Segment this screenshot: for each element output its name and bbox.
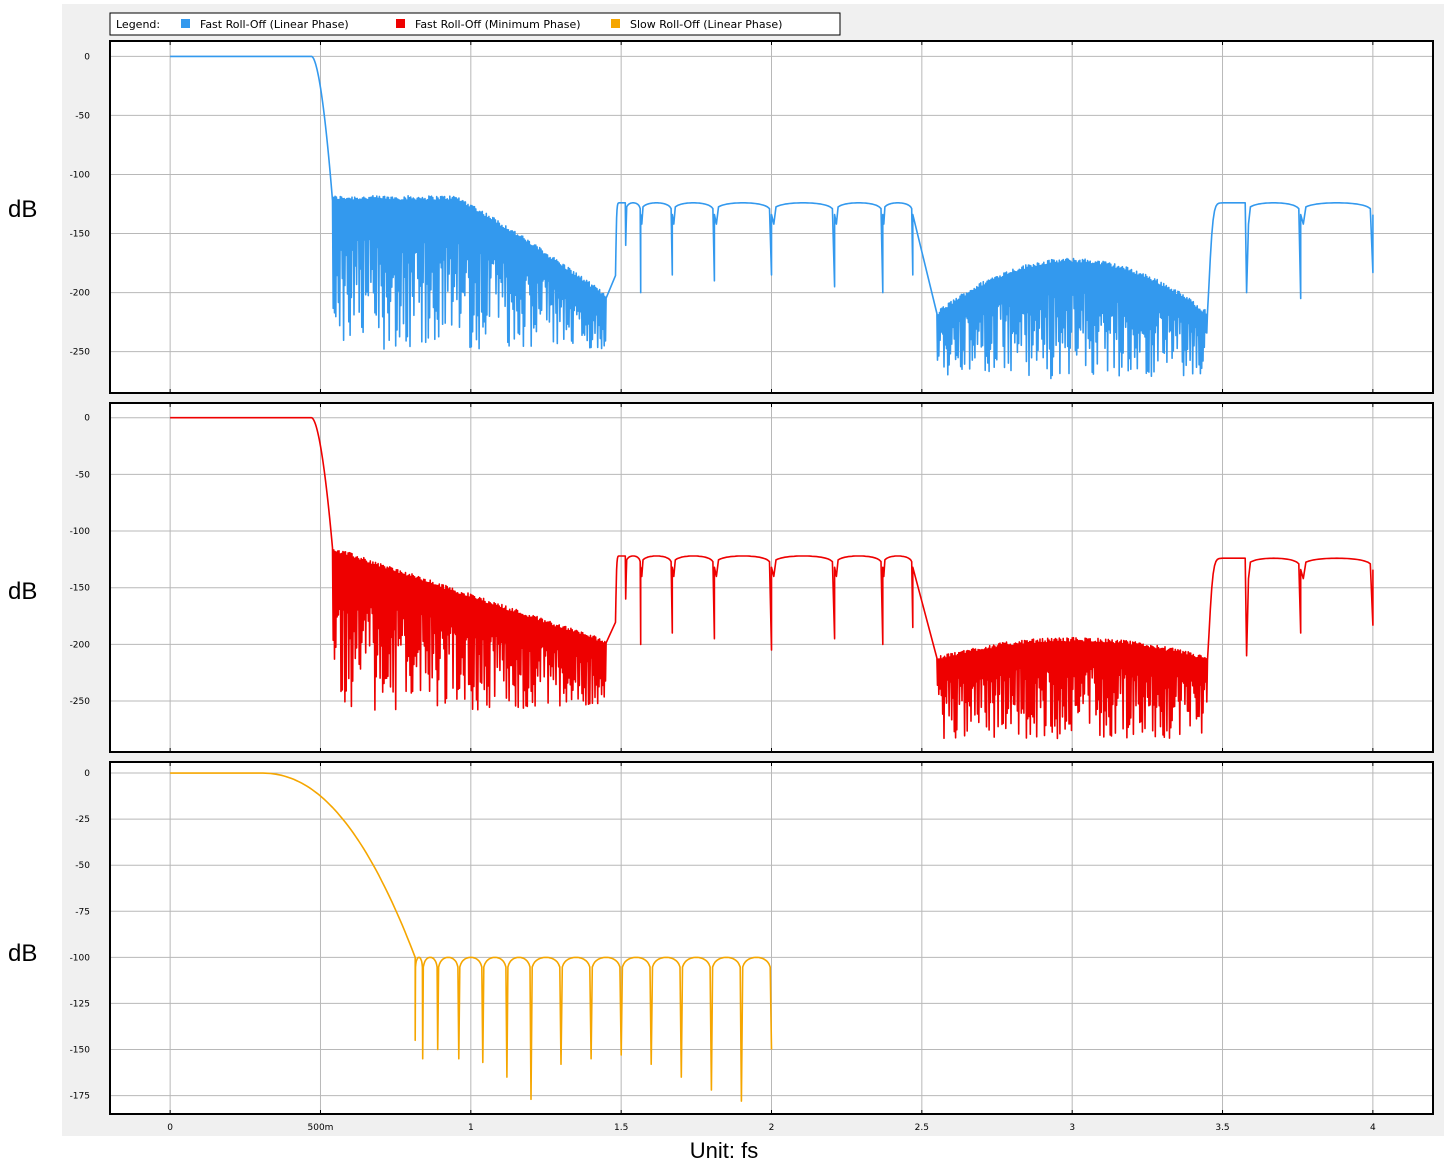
y-tick-label: -50 [75,861,90,871]
y-tick-label: -150 [70,230,91,240]
chart-panel-2: 0 -50 -100 -150 -200 -250 [70,402,1434,753]
y-tick-label: -100 [70,953,91,963]
y-tick-label: -175 [70,1092,90,1102]
y-tick-label: -100 [70,170,91,180]
x-tick-label: 1.5 [614,1123,628,1133]
series-line-2 [170,416,1374,740]
y-axis-label-top: dB [8,196,38,223]
legend-title: Legend: [116,18,160,31]
y-tick-label: -250 [70,697,91,707]
x-tick-label: 2.5 [915,1123,929,1133]
series-line-3 [170,772,773,1102]
x-tick-label: 3 [1069,1123,1075,1133]
x-tick-label: 1 [468,1123,474,1133]
y-tick-label: -75 [75,907,90,917]
plot-frame [109,40,1434,394]
legend-label-red: Fast Roll-Off (Minimum Phase) [415,18,581,31]
x-tick-label: 0 [167,1123,173,1133]
y-tick-label: -150 [70,584,91,594]
y-tick-label: -150 [70,1045,91,1055]
y-axis-label-middle: dB [8,578,38,605]
y-tick-label: 0 [84,52,90,62]
legend-swatch-blue [181,19,190,28]
legend-swatch-orange [611,19,620,28]
plot-frame [109,761,1434,1115]
y-tick-label: -200 [70,640,91,650]
y-tick-label: 0 [84,414,90,424]
series-line-1 [170,55,1374,380]
legend-box [109,12,841,36]
chart-panel-3: 0 -25 -50 -75 -100 -125 -150 -175 0 500m 1 1.5 2 2.5 3… [70,761,1434,1133]
plot-frame [109,402,1434,753]
y-tick-label: -100 [70,527,91,537]
y-tick-label: 0 [84,769,90,779]
y-axis-label-bottom: dB [8,940,38,967]
x-tick-label: 3.5 [1215,1123,1229,1133]
x-tick-label: 2 [769,1123,775,1133]
y-tick-label: -25 [75,815,90,825]
y-tick-label: -125 [70,999,90,1009]
y-tick-label: -50 [75,111,90,121]
x-tick-label: 4 [1370,1123,1376,1133]
chart-panel-1: 0 -50 -100 -150 -200 -250 [70,40,1434,394]
legend-label-orange: Slow Roll-Off (Linear Phase) [630,18,782,31]
legend: Legend: Fast Roll-Off (Linear Phase) Fas… [109,12,841,36]
legend-label-blue: Fast Roll-Off (Linear Phase) [200,18,349,31]
y-tick-label: -250 [70,348,91,358]
legend-swatch-red [396,19,405,28]
y-tick-label: -50 [75,470,90,480]
y-tick-label: -200 [70,289,91,299]
x-tick-label: 500m [308,1123,334,1133]
x-unit-label: Unit: fs [689,1138,759,1163]
